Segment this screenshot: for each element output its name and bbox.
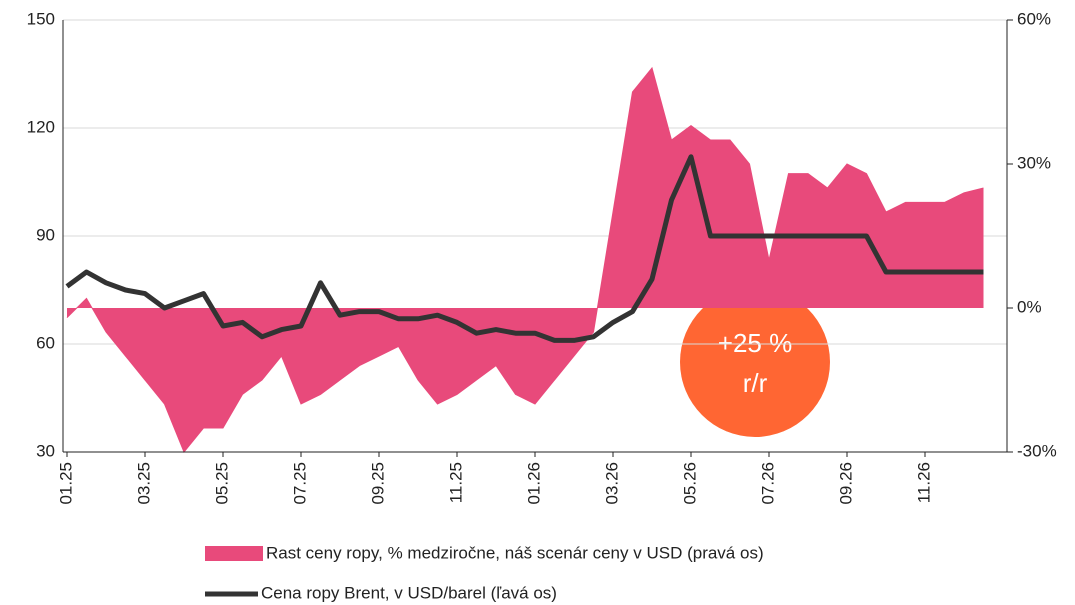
area-fill	[67, 68, 984, 452]
x-tick-label: 05.25	[212, 462, 231, 505]
annotation-text: r/r	[743, 368, 768, 398]
x-tick-label: 01.25	[56, 462, 75, 505]
x-tick-label: 03.26	[602, 462, 621, 505]
y2-tick-label: 30%	[1017, 153, 1051, 172]
legend-swatch	[205, 546, 263, 561]
x-tick-label: 07.25	[290, 462, 309, 505]
annotation-circle	[680, 287, 830, 437]
y-tick-label: 150	[27, 9, 55, 28]
y-tick-label: 30	[36, 441, 55, 460]
area	[66, 66, 984, 453]
annotation-text: +25 %	[718, 328, 792, 358]
x-tick-label: 01.26	[524, 462, 543, 505]
y2-tick-label: 60%	[1017, 9, 1051, 28]
x-tick-label: 09.25	[368, 462, 387, 505]
y-tick-label: 90	[36, 225, 55, 244]
x-tick-label: 11.26	[914, 462, 933, 503]
y-tick-label: 60	[36, 333, 55, 352]
y2-tick-label: 0%	[1017, 297, 1042, 316]
x-tick-label: 07.26	[758, 462, 777, 505]
x-tick-label: 09.26	[836, 462, 855, 505]
x-tick-label: 11.25	[446, 462, 465, 503]
legend-label: Cena ropy Brent, v USD/barel (ľavá os)	[261, 583, 557, 602]
x-tick-label: 05.26	[680, 462, 699, 505]
x-tick-label: 03.25	[134, 462, 153, 505]
y-tick-label: 120	[27, 117, 55, 136]
line	[65, 154, 984, 343]
y2-tick-label: -30%	[1017, 441, 1057, 460]
legend-label: Rast ceny ropy, % medziročne, náš scenár…	[266, 543, 764, 562]
